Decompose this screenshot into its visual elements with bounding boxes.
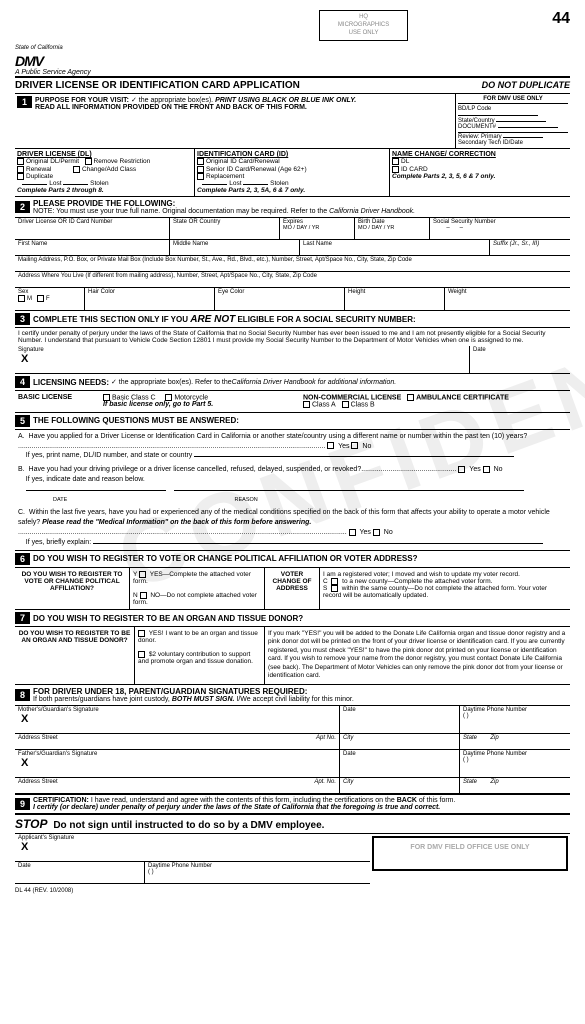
id-title: IDENTIFICATION CARD (ID) <box>197 151 387 158</box>
ssn-field[interactable]: Social Security Number – – <box>430 218 570 239</box>
question-c: C. Within the last five years, have you … <box>15 506 570 550</box>
change-cb[interactable] <box>73 166 80 173</box>
remove-cb[interactable] <box>85 158 92 165</box>
donor-left: DO YOU WISH TO REGISTER TO BE AN ORGAN A… <box>15 627 135 684</box>
section-7-num: 7 <box>15 612 30 624</box>
dup-cb[interactable] <box>17 173 24 180</box>
father-date-field[interactable]: Date <box>340 750 460 777</box>
basic-license-label: BASIC LICENSE <box>18 394 103 409</box>
hq-box: HQ MICROGRAPHICS USE ONLY <box>319 10 408 41</box>
class-b-cb[interactable] <box>342 401 349 408</box>
vote-s-cb[interactable] <box>331 585 338 592</box>
app-phone-field[interactable]: Daytime Phone Number( ) <box>145 862 370 883</box>
main-title: DRIVER LICENSE OR IDENTIFICATION CARD AP… <box>15 80 300 91</box>
ambulance-cb[interactable] <box>407 394 414 401</box>
sex-field[interactable]: Sex M F <box>15 288 85 310</box>
mailing-field[interactable]: Mailing Address, P.O. Box, or Private Ma… <box>15 256 570 272</box>
section-4-num: 4 <box>15 376 30 388</box>
name-title: NAME CHANGE/ CORRECTION <box>392 151 568 158</box>
dmv-logo: State of California DMV <box>15 45 570 69</box>
mother-addr-field[interactable]: Address StreetApt No. <box>15 734 340 749</box>
section-8-num: 8 <box>15 689 30 701</box>
replace-cb[interactable] <box>197 173 204 180</box>
suffix-field[interactable]: Suffix (Jr., Sr., III) <box>490 240 570 255</box>
vote-yes-cb[interactable] <box>139 571 146 578</box>
senior-cb[interactable] <box>197 166 204 173</box>
section-3-num: 3 <box>15 313 30 325</box>
id-name-cb[interactable] <box>392 166 399 173</box>
height-field[interactable]: Height <box>345 288 445 310</box>
vote-left: DO YOU WISH TO REGISTER TO VOTE OR CHANG… <box>15 568 130 609</box>
orig-id-cb[interactable] <box>197 158 204 165</box>
father-state-field[interactable]: State Zip <box>460 778 570 793</box>
section-1-num: 1 <box>17 96 32 108</box>
moto-cb[interactable] <box>165 394 172 401</box>
section-9-num: 9 <box>15 798 30 810</box>
s3-sig-field[interactable]: SignatureX <box>15 346 470 373</box>
mother-sig-field[interactable]: Mother's/Guardian's SignatureX <box>15 706 340 733</box>
class-a-cb[interactable] <box>303 401 310 408</box>
purpose-label: PURPOSE FOR YOUR VISIT: <box>35 97 129 104</box>
question-a: A. Have you applied for a Driver License… <box>15 430 570 463</box>
mother-city-field[interactable]: City <box>340 734 460 749</box>
s3-date-field[interactable]: Date <box>470 346 570 373</box>
orig-dl-cb[interactable] <box>17 158 24 165</box>
dl-title: DRIVER LICENSE (DL) <box>17 151 192 158</box>
first-name-field[interactable]: First Name <box>15 240 170 255</box>
dl-name-cb[interactable] <box>392 158 399 165</box>
voter-change-label: VOTER CHANGE OF ADDRESS <box>265 568 320 609</box>
renewal-cb[interactable] <box>17 166 24 173</box>
father-phone-field[interactable]: Daytime Phone Number( ) <box>460 750 570 777</box>
donor-contrib-cb[interactable] <box>138 651 145 658</box>
donor-text: If you mark "YES!" you will be added to … <box>265 627 570 684</box>
birth-field[interactable]: Birth DateMO / DAY / YR <box>355 218 430 239</box>
father-city-field[interactable]: City <box>340 778 460 793</box>
page-number: 44 <box>552 10 570 28</box>
eye-field[interactable]: Eye Color <box>215 288 345 310</box>
app-date-field[interactable]: Date <box>15 862 145 883</box>
form-footer: DL 44 (REV. 10/2008) <box>15 888 570 894</box>
donor-yes-cb[interactable] <box>138 630 145 637</box>
last-name-field[interactable]: Last Name <box>300 240 490 255</box>
vote-no-cb[interactable] <box>140 592 147 599</box>
s3-certify: I certify under penalty of perjury under… <box>15 328 570 346</box>
middle-name-field[interactable]: Middle Name <box>170 240 300 255</box>
weight-field[interactable]: Weight <box>445 288 570 310</box>
address-live-field[interactable]: Address Where You Live (If different fro… <box>15 272 570 288</box>
question-b: B. Have you had your driving privilege o… <box>15 463 570 506</box>
stop-label: STOP <box>15 817 47 831</box>
section-6-num: 6 <box>15 553 30 565</box>
hair-field[interactable]: Hair Color <box>85 288 215 310</box>
mother-date-field[interactable]: Date <box>340 706 460 733</box>
father-sig-field[interactable]: Father's/Guardian's SignatureX <box>15 750 340 777</box>
vote-c-cb[interactable] <box>331 578 338 585</box>
section-2-num: 2 <box>15 201 30 213</box>
mother-state-field[interactable]: State Zip <box>460 734 570 749</box>
expires-field[interactable]: ExpiresMO / DAY / YR <box>280 218 355 239</box>
applicant-sig-field[interactable]: Applicant's SignatureX <box>15 834 370 862</box>
father-addr-field[interactable]: Address StreetApt. No. <box>15 778 340 793</box>
mother-phone-field[interactable]: Daytime Phone Number( ) <box>460 706 570 733</box>
noncom-label: NON-COMMERCIAL LICENSE <box>303 394 401 401</box>
agency-text: A Public Service Agency <box>15 69 570 76</box>
class-c-cb[interactable] <box>103 394 110 401</box>
dmv-use-title: FOR DMV USE ONLY <box>458 96 568 104</box>
do-not-duplicate: DO NOT DUPLICATE <box>482 80 570 91</box>
field-office-box: FOR DMV FIELD OFFICE USE ONLY <box>372 836 568 871</box>
state-field[interactable]: State OR Country <box>170 218 280 239</box>
dl-id-field[interactable]: Driver License OR ID Card Number <box>15 218 170 239</box>
section-5-num: 5 <box>15 415 30 427</box>
